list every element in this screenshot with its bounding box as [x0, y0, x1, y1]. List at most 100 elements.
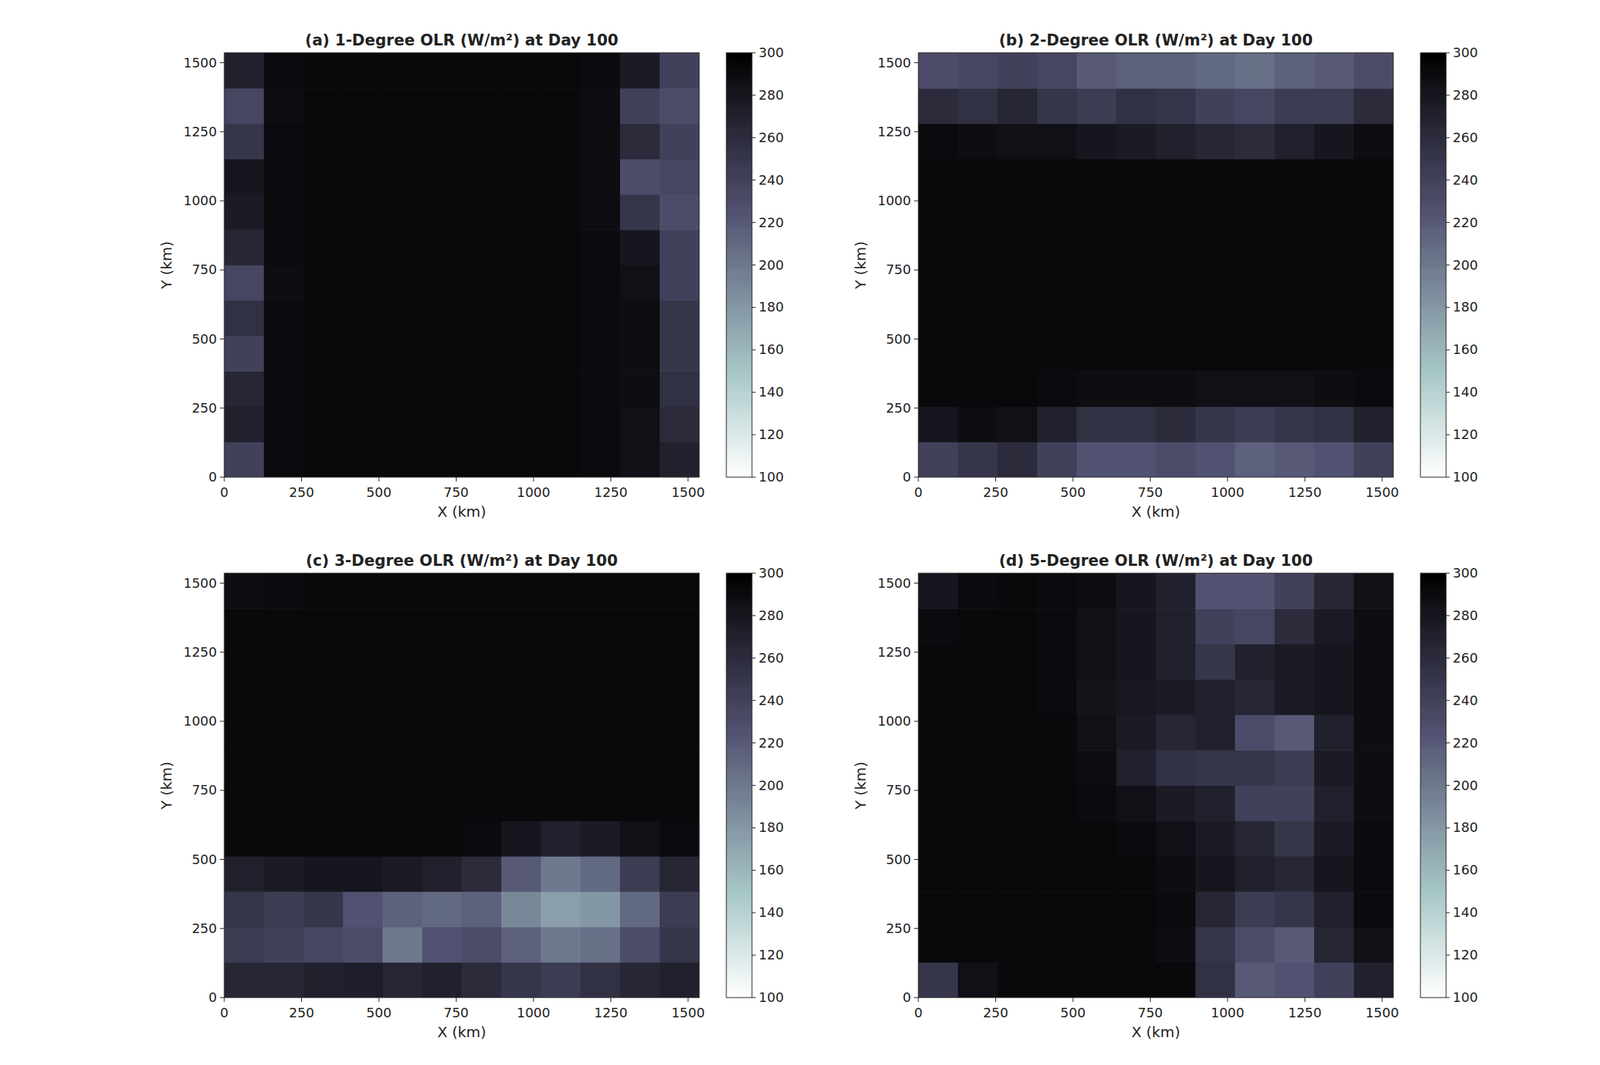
heatmap-cell [620, 123, 661, 160]
heatmap-cell [659, 573, 700, 610]
y-axis-title: Y (km) [851, 761, 870, 810]
heatmap-cell [422, 891, 463, 928]
heatmap-cell [1195, 300, 1236, 337]
heatmap-cell [382, 87, 423, 124]
x-tick [1381, 477, 1383, 482]
heatmap-cell [422, 927, 463, 964]
heatmap-cell [343, 123, 384, 160]
colorbar-tick [751, 137, 756, 138]
heatmap-cell [1234, 679, 1276, 716]
heatmap-cells [224, 573, 700, 998]
heatmap-cell [382, 714, 423, 751]
heatmap-cell [224, 573, 265, 610]
heatmap-cell [540, 194, 582, 231]
heatmap-cell [1195, 891, 1236, 928]
colorbar-tick-label: 100 [758, 989, 784, 1005]
heatmap-cell [461, 644, 503, 681]
x-tick [1304, 477, 1306, 482]
x-tick-label: 1000 [1210, 1004, 1245, 1021]
heatmap-cell [461, 52, 503, 89]
heatmap-cell [659, 679, 700, 716]
x-tick [224, 477, 226, 482]
heatmap-cell [1234, 856, 1276, 892]
heatmap-cell [224, 644, 265, 681]
colorbar-tick-label: 240 [1452, 692, 1478, 709]
y-tick [913, 721, 919, 722]
colorbar-tick-label: 260 [1452, 129, 1478, 146]
heatmap-cell [1116, 749, 1157, 786]
heatmap-cell [620, 608, 661, 645]
colorbar-tick [751, 573, 756, 574]
heatmap-cell [1195, 856, 1236, 892]
heatmap-cell [957, 962, 999, 998]
heatmap-cell [501, 749, 542, 786]
heatmap-cell [620, 679, 661, 716]
panel-title: (a) 1-Degree OLR (W/m²) at Day 100 [304, 31, 618, 50]
heatmap-cell [1234, 785, 1276, 822]
colorbar-tick [1446, 614, 1450, 616]
heatmap-cell [1155, 123, 1197, 160]
heatmap-cell [997, 229, 1038, 266]
colorbar-tick [751, 742, 756, 744]
heatmap-cell [263, 962, 305, 998]
heatmap-cell [1116, 370, 1157, 407]
heatmap-cell [580, 335, 621, 372]
heatmap-cell [303, 608, 344, 645]
colorbar-tick-label: 180 [758, 819, 784, 835]
heatmap-cell [1314, 87, 1355, 124]
heatmap-cell [1195, 370, 1236, 407]
heatmap-cell [382, 194, 423, 231]
heatmap-cell [263, 194, 305, 231]
heatmap-cell [382, 927, 423, 964]
heatmap-cell [918, 891, 959, 928]
heatmap-cell [224, 608, 265, 645]
heatmap-cell [1076, 785, 1117, 822]
heatmap-cell [957, 194, 999, 231]
heatmap-cell [1037, 785, 1078, 822]
heatmap-cell [263, 679, 305, 716]
x-tick-label: 1500 [1365, 1004, 1400, 1021]
y-tick-label: 0 [902, 989, 912, 1005]
heatmap-cell [1314, 644, 1355, 681]
heatmap-cell [659, 370, 700, 407]
y-tick [913, 200, 919, 202]
colorbar-tick-label: 140 [758, 384, 784, 400]
heatmap-cell [224, 856, 265, 892]
heatmap-cell [1353, 573, 1394, 610]
heatmap-cell [918, 229, 959, 266]
heatmap-cell [1234, 87, 1276, 124]
heatmap-cell [957, 608, 999, 645]
heatmap-cell [1314, 300, 1355, 337]
heatmap-cell [1155, 441, 1197, 478]
colorbar-tick-label: 260 [758, 650, 784, 666]
heatmap-cell [620, 644, 661, 681]
heatmap-cell [1076, 335, 1117, 372]
heatmap-cell [1274, 159, 1315, 195]
x-tick-label: 1500 [671, 484, 706, 500]
heatmap-cell [540, 335, 582, 372]
heatmap-cell [303, 87, 344, 124]
heatmap-cell [659, 52, 700, 89]
colorbar-tick-label: 100 [758, 469, 784, 485]
heatmap-cell [1234, 265, 1276, 302]
heatmap-cell [343, 714, 384, 751]
heatmap-cell [918, 820, 959, 857]
heatmap-cells [224, 52, 700, 478]
heatmap-cell [343, 962, 384, 998]
heatmap-cell [580, 87, 621, 124]
x-tick [1226, 477, 1228, 482]
x-tick-label: 1000 [516, 1004, 551, 1021]
heatmap-cell [1116, 335, 1157, 372]
heatmap-cell [918, 714, 959, 751]
heatmap-cell [997, 370, 1038, 407]
heatmap-cell [303, 820, 344, 857]
heatmap-cell [620, 406, 661, 443]
heatmap-cell [1037, 265, 1078, 302]
heatmap-cell [580, 679, 621, 716]
panel-title: (d) 5-Degree OLR (W/m²) at Day 100 [998, 551, 1313, 570]
heatmap-cell [422, 194, 463, 231]
heatmap-cell [461, 87, 503, 124]
heatmap-cell [224, 370, 265, 407]
x-tick [532, 997, 534, 1002]
heatmap-cell [1274, 927, 1315, 964]
